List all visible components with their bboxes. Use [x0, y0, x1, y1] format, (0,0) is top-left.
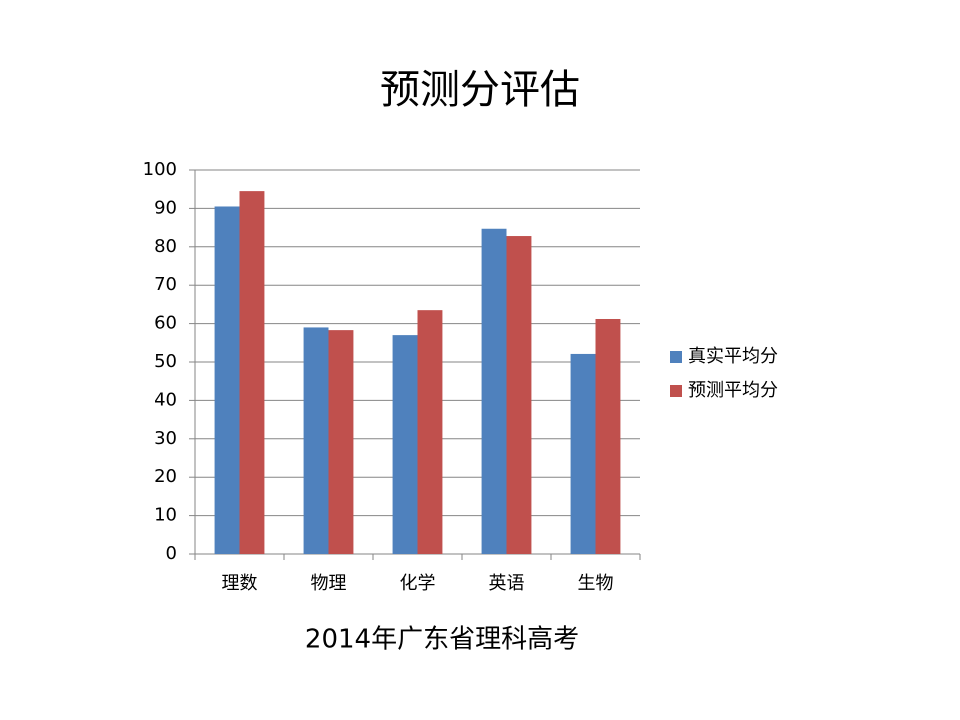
y-tick-label: 80	[154, 236, 177, 257]
y-tick-label: 20	[154, 466, 177, 487]
x-tick-label: 物理	[311, 573, 347, 594]
y-tick-label: 90	[154, 197, 177, 218]
y-tick-label: 50	[154, 351, 177, 372]
bar	[392, 335, 418, 554]
legend-swatch	[670, 385, 682, 397]
y-tick-label: 40	[154, 389, 177, 410]
legend-label: 预测平均分	[688, 380, 778, 401]
x-tick-label: 化学	[400, 573, 436, 594]
y-tick-label: 30	[154, 428, 177, 449]
x-tick-label: 理数	[222, 573, 258, 594]
bar	[239, 191, 265, 554]
chart-title: 预测分评估	[380, 67, 580, 113]
bar	[570, 353, 596, 554]
y-tick-label: 70	[154, 274, 177, 295]
y-tick-label: 10	[154, 505, 177, 526]
x-axis-title: 2014年广东省理科高考	[305, 625, 579, 655]
bar	[481, 228, 507, 554]
legend-label: 真实平均分	[688, 346, 778, 367]
bar	[417, 310, 443, 554]
y-tick-label: 60	[154, 313, 177, 334]
bar	[595, 318, 621, 554]
bar	[214, 206, 240, 555]
x-tick-label: 生物	[578, 573, 614, 594]
bar	[303, 327, 329, 554]
x-tick-label: 英语	[489, 573, 525, 594]
legend-swatch	[670, 351, 682, 363]
y-tick-label: 0	[166, 543, 177, 564]
bar	[328, 330, 354, 554]
bar	[506, 236, 532, 554]
y-tick-label: 100	[143, 159, 177, 180]
